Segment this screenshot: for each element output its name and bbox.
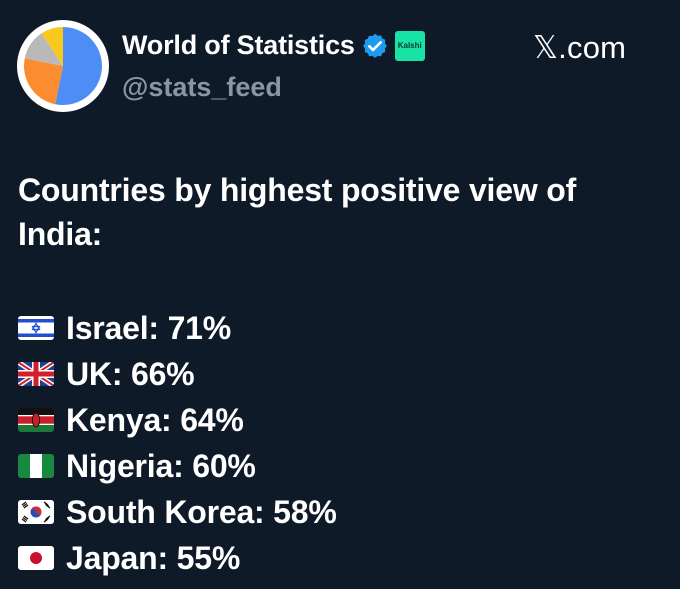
name-row: World of Statistics Kalshi	[122, 30, 425, 61]
post-header: World of Statistics Kalshi @stats_feed 𝕏…	[0, 0, 680, 130]
list-item: UK: 66%	[18, 351, 337, 397]
account-handle[interactable]: @stats_feed	[122, 72, 282, 102]
list-item: Israel: 71%	[18, 305, 337, 351]
list-item-text: Nigeria: 60%	[66, 447, 256, 484]
list-item-text: Israel: 71%	[66, 309, 232, 346]
uk-flag-icon	[18, 362, 54, 386]
x-watermark: 𝕏.com	[533, 30, 627, 65]
pie-chart-icon	[24, 27, 102, 105]
south-korea-flag-icon	[18, 500, 54, 524]
nigeria-flag-icon	[18, 454, 54, 478]
list-item: Japan: 55%	[18, 535, 337, 581]
list-item: Nigeria: 60%	[18, 443, 337, 489]
avatar[interactable]	[17, 20, 109, 112]
list-item-text: Kenya: 64%	[66, 401, 244, 438]
list-item-text: Japan: 55%	[66, 539, 241, 576]
israel-flag-icon	[18, 316, 54, 340]
list-item: Kenya: 64%	[18, 397, 337, 443]
display-name[interactable]: World of Statistics	[122, 30, 355, 60]
japan-flag-icon	[18, 546, 54, 570]
list-item-text: UK: 66%	[66, 355, 195, 392]
kalshi-badge[interactable]: Kalshi	[394, 30, 425, 61]
list-item: South Korea: 58%	[18, 489, 337, 535]
post-headline: Countries by highest positive view of In…	[18, 172, 577, 252]
list-item-text: South Korea: 58%	[66, 493, 337, 530]
verified-badge-icon	[362, 33, 387, 58]
kenya-flag-icon	[18, 408, 54, 432]
country-list: Israel: 71% UK: 66% Kenya: 64%	[18, 305, 337, 581]
